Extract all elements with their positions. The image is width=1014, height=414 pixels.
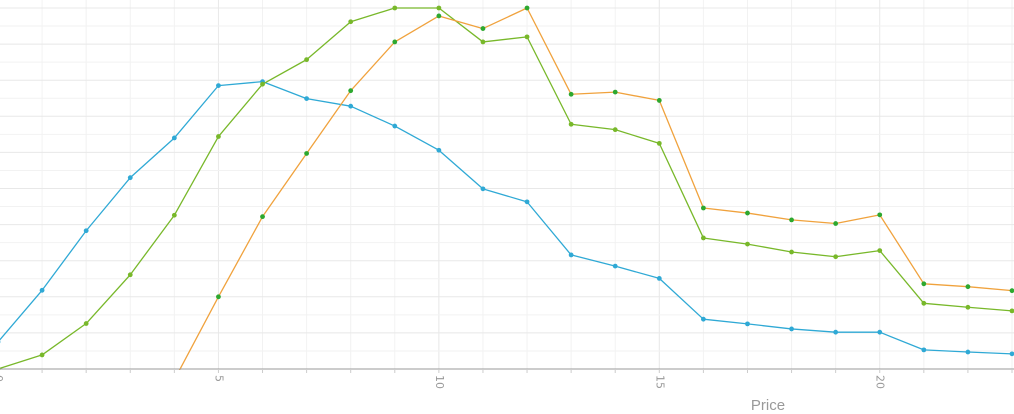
data-point <box>480 186 486 192</box>
data-point <box>127 175 133 181</box>
data-point <box>83 228 89 234</box>
data-point <box>568 91 574 97</box>
x-tick-label: 20 <box>874 375 887 389</box>
data-point <box>700 205 706 211</box>
data-point <box>877 212 883 218</box>
series-2 <box>0 5 1014 370</box>
data-point <box>260 214 265 220</box>
data-point <box>304 151 310 156</box>
data-point <box>436 13 442 19</box>
data-point <box>877 329 883 335</box>
series-3 <box>178 5 1014 370</box>
data-point <box>1009 351 1014 357</box>
data-point <box>480 26 486 31</box>
data-point <box>1009 288 1014 294</box>
series-1 <box>0 79 1014 357</box>
data-point <box>833 329 839 335</box>
data-point <box>216 83 221 89</box>
data-point <box>921 300 927 306</box>
x-axis: 0 5 10 15 20 <box>0 368 1014 389</box>
data-point <box>656 140 662 146</box>
data-point <box>480 39 486 45</box>
data-point <box>39 287 45 293</box>
data-point <box>745 321 750 327</box>
data-point <box>745 210 750 216</box>
data-point <box>745 241 750 247</box>
data-point <box>348 19 354 25</box>
x-axis-title: Price <box>751 397 785 414</box>
data-point <box>304 57 310 63</box>
data-point <box>789 217 794 223</box>
series-group <box>0 5 1014 370</box>
data-point <box>833 221 839 226</box>
data-point <box>656 275 662 281</box>
series-line <box>0 7 1013 370</box>
data-point <box>700 235 706 241</box>
data-point <box>612 127 618 133</box>
data-point <box>436 5 442 11</box>
data-point <box>965 284 971 290</box>
grid <box>0 0 1014 370</box>
data-point <box>568 121 574 127</box>
series-line <box>0 80 1013 355</box>
data-point <box>833 254 839 260</box>
x-tick-label: 15 <box>653 375 666 389</box>
series-line <box>178 7 1013 370</box>
data-point <box>39 352 45 358</box>
data-point <box>127 272 133 278</box>
data-point <box>568 252 574 258</box>
data-point <box>524 199 530 205</box>
data-point <box>921 347 927 353</box>
data-point <box>700 316 706 322</box>
data-point <box>1009 308 1014 314</box>
data-point <box>656 98 662 103</box>
x-tick-label: 10 <box>433 375 446 389</box>
x-tick-label: 0 <box>0 375 5 382</box>
data-point <box>524 5 530 11</box>
data-point <box>612 263 618 269</box>
data-point <box>436 147 442 153</box>
data-point <box>83 321 89 326</box>
data-point <box>171 212 177 218</box>
data-point <box>965 349 971 355</box>
data-point <box>524 34 530 40</box>
data-point <box>260 81 265 87</box>
data-point <box>789 249 794 255</box>
data-point <box>304 96 310 102</box>
data-point <box>612 89 618 95</box>
data-point <box>216 134 221 139</box>
data-point <box>789 326 794 332</box>
data-point <box>965 304 971 310</box>
data-point <box>171 135 177 141</box>
data-point <box>392 5 398 11</box>
data-point <box>921 281 927 287</box>
data-point <box>216 294 221 300</box>
data-point <box>348 88 354 94</box>
data-point <box>877 248 883 253</box>
data-point <box>392 123 398 129</box>
data-point <box>348 103 354 109</box>
x-tick-label: 5 <box>212 375 225 382</box>
data-point <box>392 39 398 45</box>
